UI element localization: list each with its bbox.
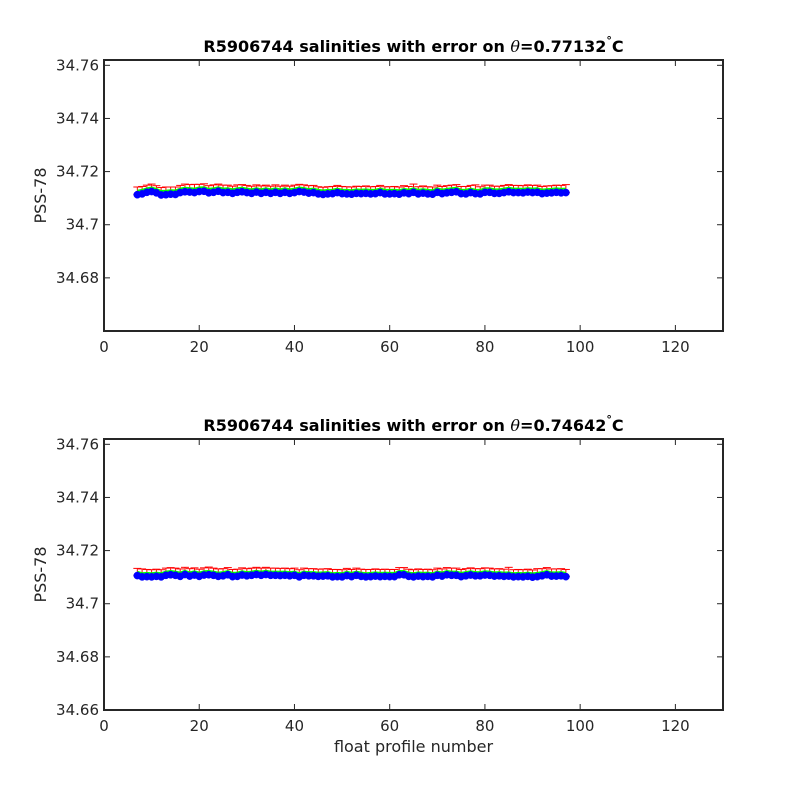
x-tick-label: 60 <box>380 338 399 356</box>
salinity-point <box>562 188 570 197</box>
chart-title-theta: θ <box>510 416 520 435</box>
x-tick-label: 100 <box>566 717 595 735</box>
x-tick-label: 20 <box>190 338 209 356</box>
x-tick-label: 40 <box>285 717 304 735</box>
y-tick-label: 34.68 <box>56 648 99 666</box>
chart-title-degree: ° <box>606 413 612 426</box>
data-layer <box>133 566 570 582</box>
x-tick-label: 120 <box>661 717 690 735</box>
x-tick-label: 20 <box>190 717 209 735</box>
chart-title: R5906744 salinities with error on θ=0.77… <box>203 34 623 56</box>
x-tick-label: 120 <box>661 338 690 356</box>
chart-title-prefix: R5906744 salinities with error on <box>203 416 510 435</box>
y-tick-label: 34.74 <box>56 109 99 127</box>
y-tick-label: 34.72 <box>56 163 99 181</box>
chart-panel-1: R5906744 salinities with error on θ=0.77… <box>31 34 724 356</box>
y-tick-label: 34.72 <box>56 542 99 560</box>
y-tick-label: 34.76 <box>56 435 99 453</box>
chart-title-value: =0.77132 <box>520 37 606 56</box>
axes-frame <box>103 59 724 332</box>
x-tick-label: 100 <box>566 338 595 356</box>
chart-title-value: =0.74642 <box>520 416 606 435</box>
y-tick-label: 34.74 <box>56 488 99 506</box>
y-tick-label: 34.76 <box>56 56 99 74</box>
data-layer <box>133 183 570 199</box>
chart-title-unit: C <box>612 37 624 56</box>
axes-frame <box>103 438 724 711</box>
y-tick-label: 34.7 <box>66 595 99 613</box>
chart-title-theta: θ <box>510 37 520 56</box>
y-tick-label: 34.7 <box>66 216 99 234</box>
y-tick-label: 34.68 <box>56 269 99 287</box>
uncorrected-series-line <box>137 186 566 193</box>
x-tick-label: 80 <box>475 338 494 356</box>
salinity-point <box>562 572 570 581</box>
chart-panel-2: R5906744 salinities with error on θ=0.74… <box>31 413 724 756</box>
y-tick-label: 34.66 <box>56 701 99 719</box>
x-tick-label: 40 <box>285 338 304 356</box>
chart-title-prefix: R5906744 salinities with error on <box>203 37 510 56</box>
y-axis-label: PSS-78 <box>31 167 50 223</box>
chart-title-unit: C <box>612 416 624 435</box>
x-tick-label: 80 <box>475 717 494 735</box>
x-tick-label: 60 <box>380 717 399 735</box>
x-tick-label: 0 <box>99 717 109 735</box>
chart-title-degree: ° <box>606 34 612 47</box>
x-axis-label: float profile number <box>334 737 494 756</box>
x-tick-label: 0 <box>99 338 109 356</box>
y-axis-label: PSS-78 <box>31 546 50 602</box>
chart-title: R5906744 salinities with error on θ=0.74… <box>203 413 623 435</box>
